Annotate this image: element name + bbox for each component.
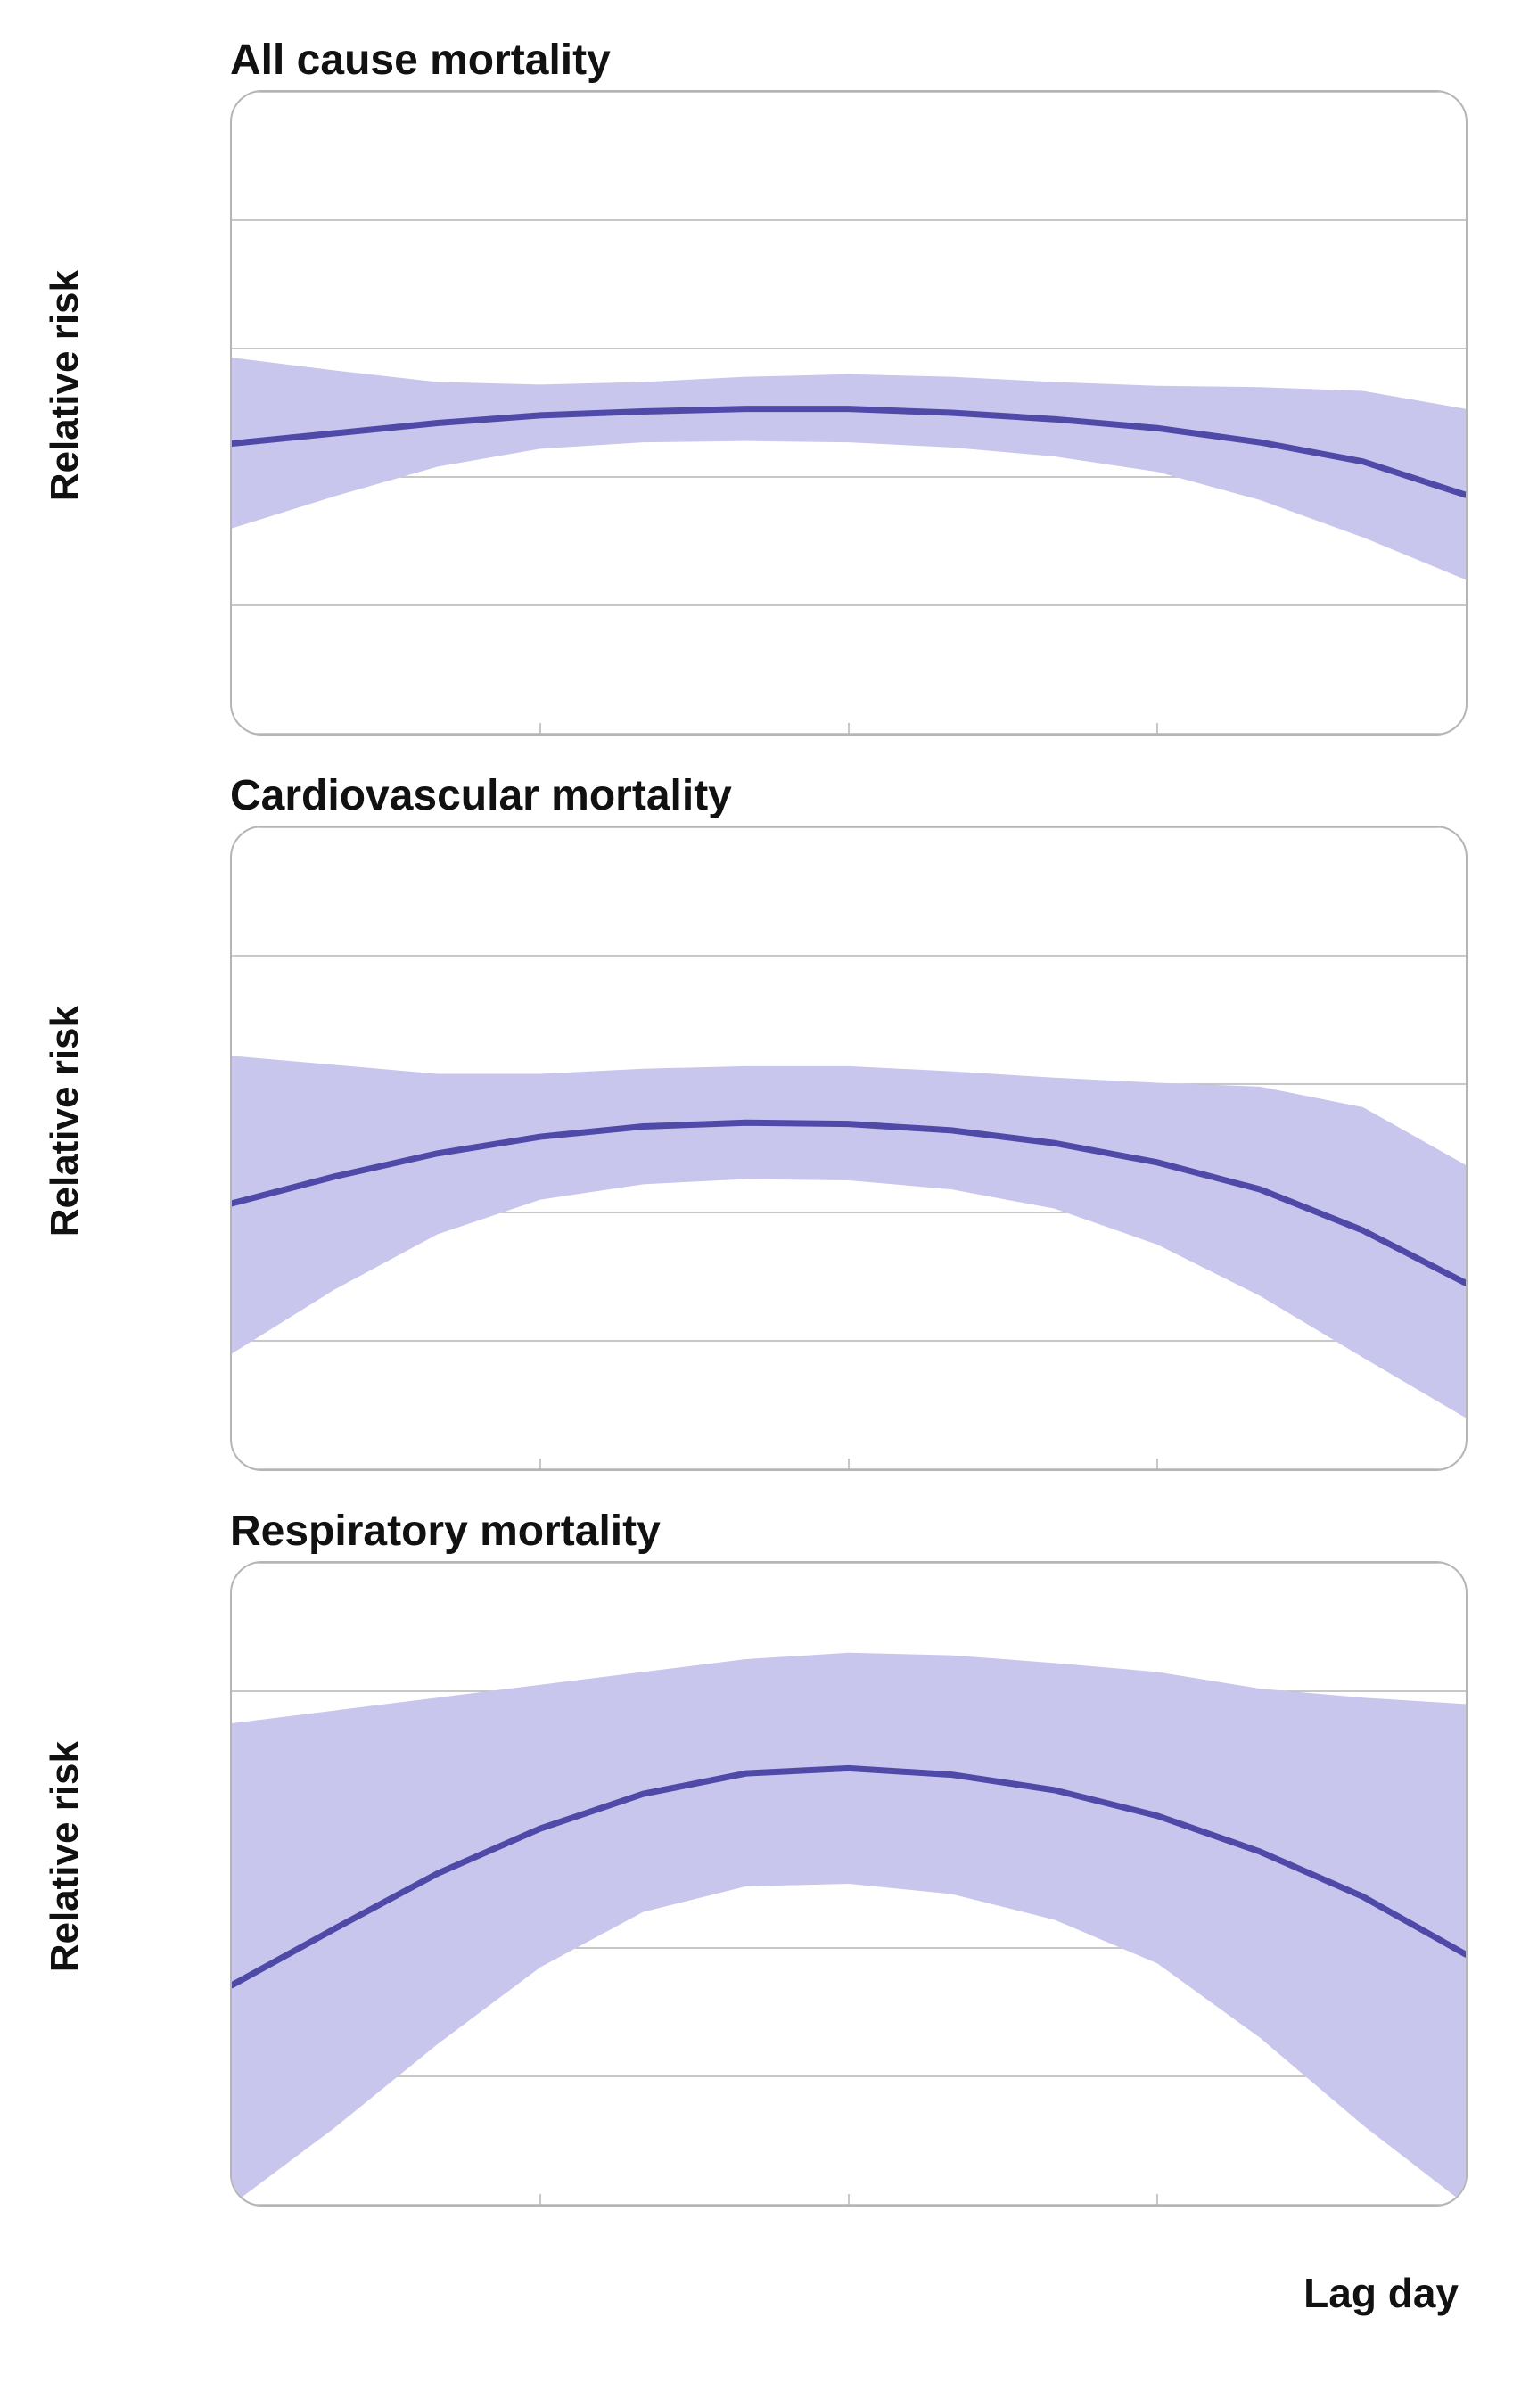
confidence-band bbox=[232, 1653, 1466, 2205]
plot-column: Cardiovascular mortality 0.998 0.999 1.000 1… bbox=[96, 771, 1468, 1471]
panel-title: Cardiovascular mortality bbox=[230, 771, 1468, 820]
y-tick-label: 0.999 bbox=[230, 584, 232, 627]
y-tick-label: 1.001 bbox=[230, 327, 232, 370]
y-axis-label: Relative risk bbox=[36, 270, 96, 501]
y-axis-label: Relative risk bbox=[36, 1741, 96, 1972]
plot-column: Respiratory mortality 0.998 0.999 1.000 1.00… bbox=[96, 1507, 1468, 2207]
y-tick-label: 1.001 bbox=[230, 1063, 232, 1105]
panel-title: All cause mortality bbox=[230, 36, 1468, 85]
x-tick-label: 15 bbox=[523, 2205, 565, 2207]
panel-all-cause: Relative riskAll cause mortality0.9980.9… bbox=[36, 36, 1468, 736]
y-axis-label: Relative risk bbox=[36, 1006, 96, 1237]
x-tick-label: 45 bbox=[1147, 2205, 1189, 2207]
chart-cardiovascular: 0.998 0.999 1.000 1.001 1.002 1.003 bbox=[230, 826, 1468, 1471]
x-tick-label: 30 bbox=[835, 2205, 877, 2207]
y-tick-label: 1.002 bbox=[230, 199, 232, 242]
y-tick-label: 1.003 bbox=[230, 90, 232, 113]
confidence-band bbox=[232, 358, 1466, 579]
x-tick-label: 0 bbox=[230, 2205, 243, 2207]
y-tick-label: 0.999 bbox=[230, 2055, 232, 2098]
y-tick-label: 0.998 bbox=[230, 712, 232, 736]
y-tick-label: 1.000 bbox=[230, 456, 232, 498]
x-axis-label: Lag day bbox=[36, 2269, 1468, 2317]
confidence-band bbox=[232, 1056, 1466, 1418]
y-tick-label: 1.002 bbox=[230, 934, 232, 977]
y-tick-label: 1.003 bbox=[230, 826, 232, 849]
y-tick-label: 1.003 bbox=[230, 1561, 232, 1584]
y-tick-label: 1.001 bbox=[230, 1798, 232, 1841]
figure: Relative riskAll cause mortality0.9980.9… bbox=[0, 0, 1521, 2371]
x-tick-label: 60 bbox=[1459, 2205, 1468, 2207]
panel-respiratory: Relative riskRespiratory mortality0.9980… bbox=[36, 1507, 1468, 2207]
y-tick-label: 0.998 bbox=[230, 2183, 232, 2207]
y-tick-label: 1.000 bbox=[230, 1191, 232, 1234]
y-tick-label: 0.998 bbox=[230, 1448, 232, 1471]
chart-respiratory: 0.998 0.999 1.000 1.001 1.002 1.003 0 15 30 45 60 bbox=[230, 1561, 1468, 2207]
panel-title: Respiratory mortality bbox=[230, 1507, 1468, 1556]
plot-column: All cause mortality 0.998 0.999 1.000 1.001 1… bbox=[96, 36, 1468, 736]
y-tick-label: 1.000 bbox=[230, 1927, 232, 1969]
chart-all-cause: 0.998 0.999 1.000 1.001 1.002 1.003 bbox=[230, 90, 1468, 736]
panels-container: Relative riskAll cause mortality0.9980.9… bbox=[36, 36, 1468, 2207]
y-tick-label: 1.002 bbox=[230, 1670, 232, 1713]
y-tick-label: 0.999 bbox=[230, 1319, 232, 1362]
panel-cardiovascular: Relative risk Cardiovascular mortality 0.9… bbox=[36, 771, 1468, 1471]
